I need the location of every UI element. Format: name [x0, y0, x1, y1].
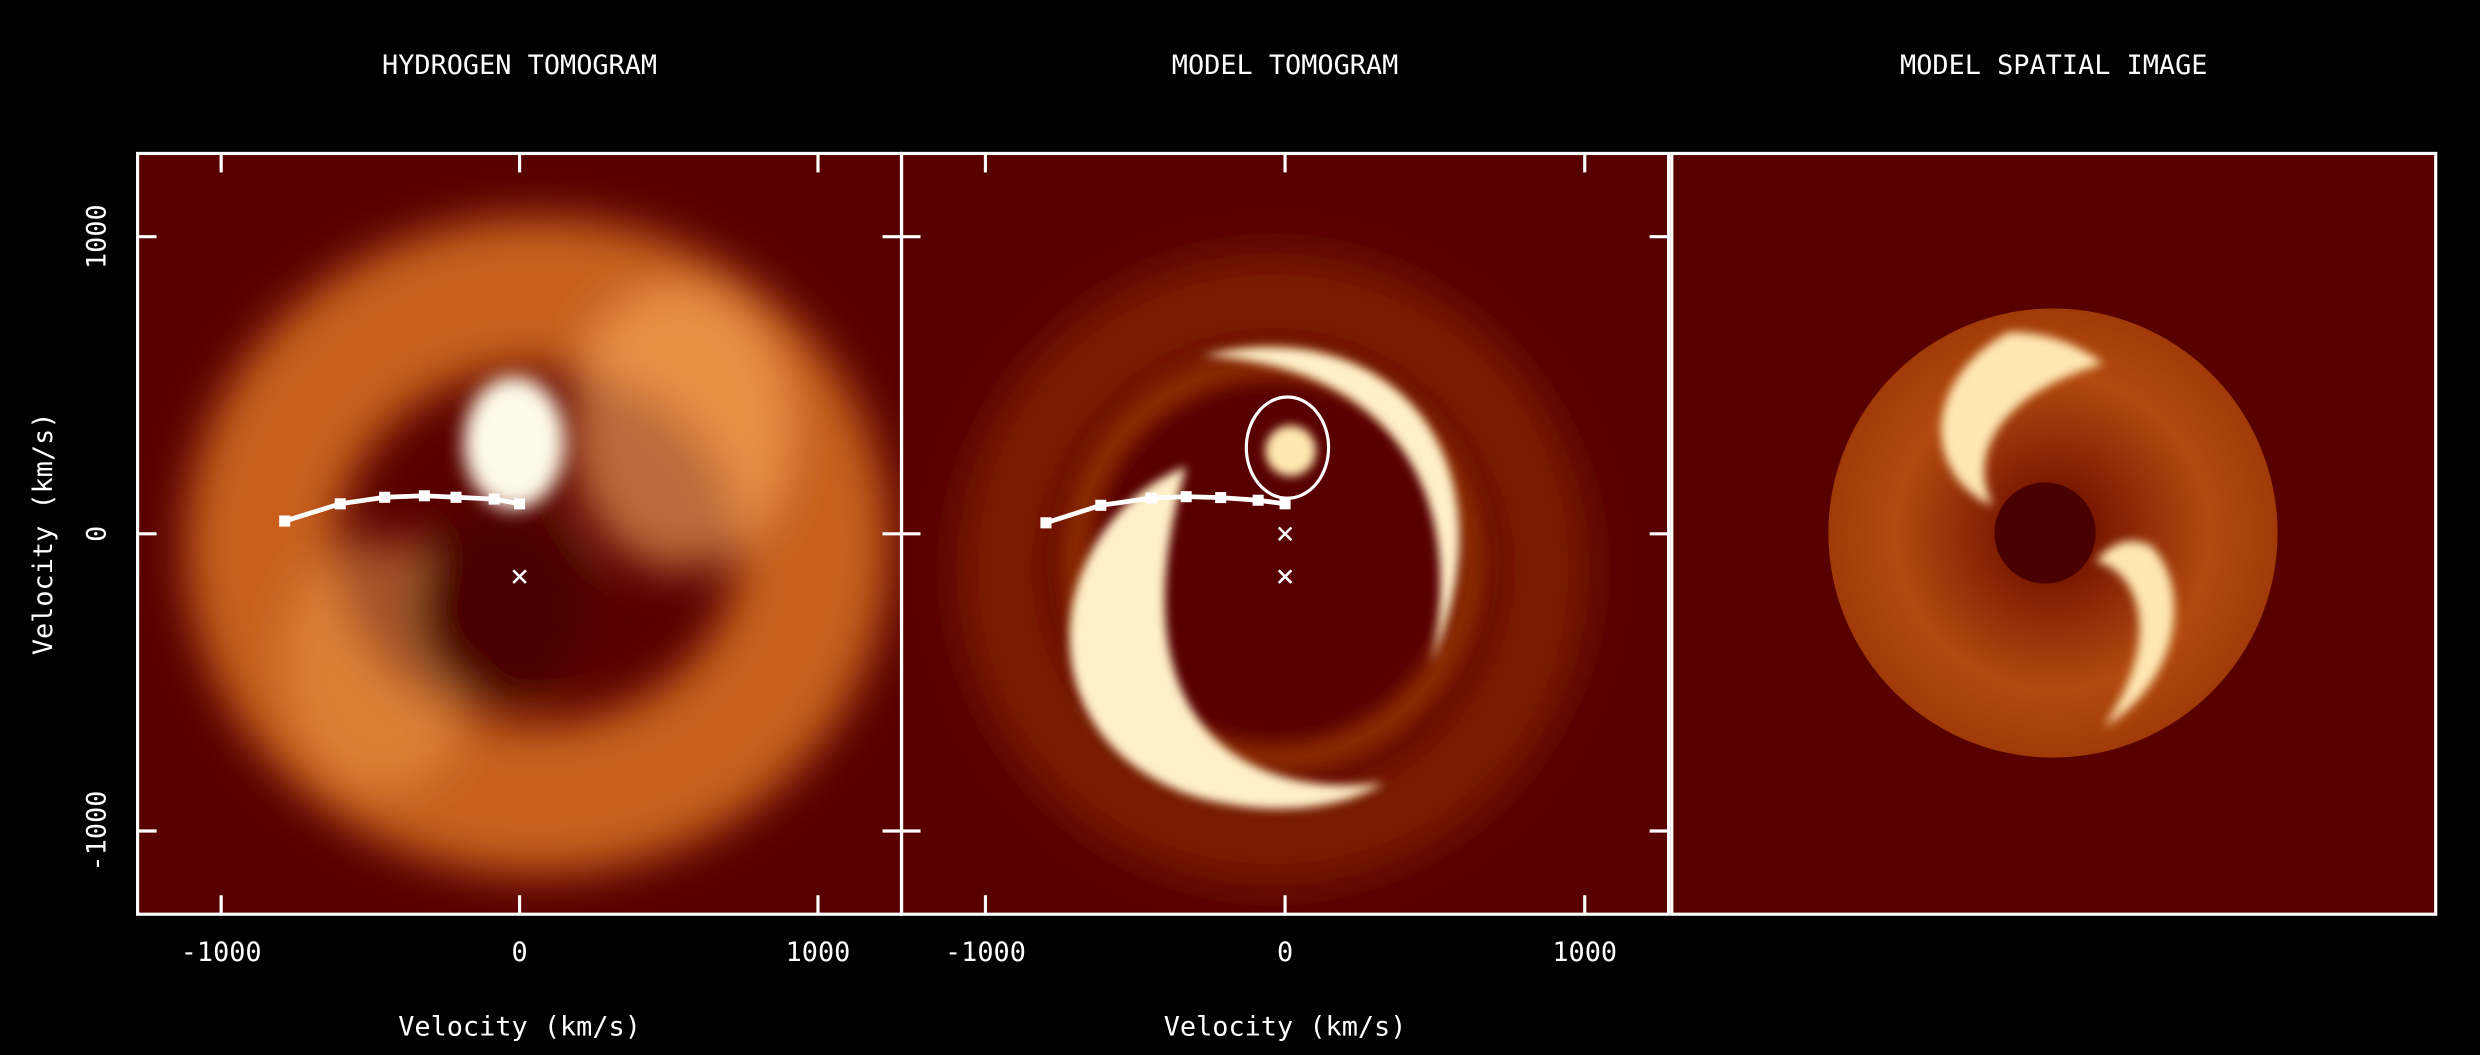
trajectory-point: [1252, 494, 1264, 506]
x-tick-label: 1000: [786, 937, 851, 968]
panel-title: MODEL SPATIAL IMAGE: [1900, 50, 2207, 81]
tomogram-image: [137, 153, 902, 915]
trajectory-point: [1095, 499, 1107, 511]
x-tick-label: 0: [1277, 937, 1293, 968]
panel-title: HYDROGEN TOMOGRAM: [382, 50, 657, 81]
cross-marker: [1277, 526, 1293, 542]
tomogram-image: [901, 153, 1669, 915]
trajectory-point: [488, 493, 500, 505]
trajectory-point: [1215, 492, 1227, 504]
trajectory-point: [514, 498, 526, 510]
cross-marker: [512, 569, 527, 584]
x-tick-label: 1000: [1552, 937, 1617, 968]
trajectory-point: [1180, 491, 1192, 503]
trajectory-point: [450, 491, 462, 503]
y-tick-label: 0: [82, 526, 113, 542]
trajectory-point: [334, 498, 346, 510]
trajectory-point: [1145, 492, 1157, 504]
x-axis-label: Velocity (km/s): [1164, 1012, 1407, 1043]
spatial-image: [1671, 153, 2436, 915]
trajectory-point: [279, 515, 291, 527]
x-tick-label: -1000: [945, 937, 1026, 968]
cross-marker: [1277, 569, 1293, 584]
x-tick-label: -1000: [181, 937, 262, 968]
x-axis-label: Velocity (km/s): [398, 1012, 641, 1043]
trajectory-point: [379, 491, 391, 503]
y-tick-label: 1000: [82, 204, 113, 269]
y-axis-label: Velocity (km/s): [28, 412, 59, 655]
panel-title: MODEL TOMOGRAM: [1172, 50, 1399, 81]
trajectory-point: [1279, 498, 1291, 510]
trajectory-point: [1040, 517, 1052, 529]
x-tick-label: 0: [511, 937, 527, 968]
panel-frame: [1670, 151, 2438, 916]
y-tick-label: -1000: [82, 791, 113, 872]
trajectory-point: [418, 490, 430, 502]
